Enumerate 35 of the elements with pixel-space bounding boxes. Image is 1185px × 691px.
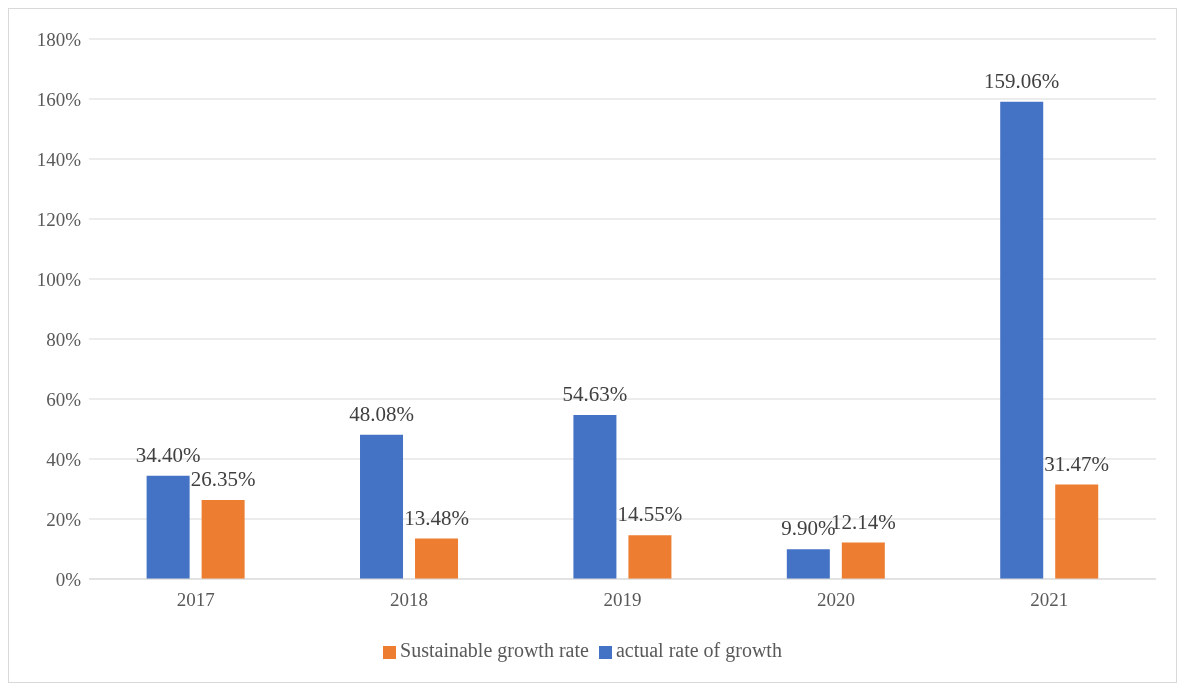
x-tick-label: 2018 — [390, 589, 429, 611]
x-tick-label: 2017 — [176, 589, 215, 611]
y-tick-label: 60% — [46, 388, 82, 410]
bar — [1055, 484, 1099, 579]
data-label: 54.63% — [562, 382, 628, 407]
x-tick-label: 2019 — [603, 589, 642, 611]
bar — [628, 535, 672, 579]
data-label: 31.47% — [1044, 451, 1110, 476]
legend-label: Sustainable growth rate — [400, 639, 589, 661]
y-tick-label: 120% — [36, 208, 82, 230]
y-tick-label: 0% — [55, 568, 82, 590]
bar — [415, 538, 459, 579]
data-label: 13.48% — [404, 505, 469, 530]
data-label: 14.55% — [617, 502, 683, 527]
data-label: 34.40% — [135, 442, 201, 467]
y-tick-label: 180% — [36, 28, 82, 50]
y-tick-label: 40% — [46, 448, 82, 470]
y-tick-label: 20% — [46, 508, 82, 530]
data-label: 48.08% — [349, 401, 414, 426]
bar — [786, 549, 830, 579]
y-tick-label: 140% — [36, 148, 82, 170]
bar — [201, 499, 245, 579]
x-tick-label: 2020 — [816, 589, 855, 611]
data-label: 159.06% — [984, 68, 1060, 93]
y-tick-label: 160% — [36, 88, 82, 110]
bar — [573, 415, 617, 579]
x-tick-label: 2021 — [1030, 589, 1069, 611]
y-tick-label: 80% — [46, 328, 82, 350]
data-label: 26.35% — [190, 466, 256, 491]
y-tick-label: 100% — [36, 268, 82, 290]
legend-label: actual rate of growth — [615, 639, 782, 661]
bar — [841, 542, 885, 579]
bar — [1000, 101, 1044, 579]
bar — [360, 434, 404, 579]
bar — [146, 475, 190, 579]
